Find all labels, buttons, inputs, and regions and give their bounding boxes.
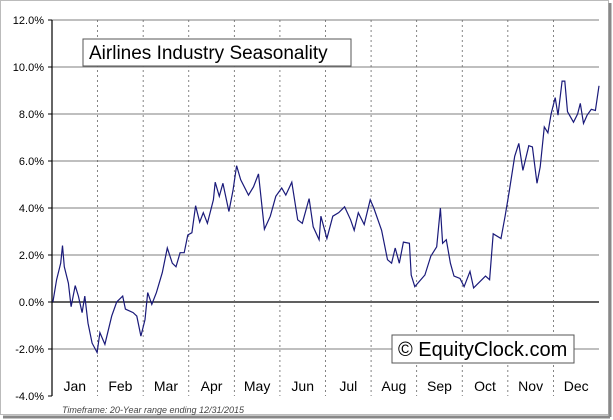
x-tick-label: Jan xyxy=(64,378,87,394)
x-tick-label: May xyxy=(244,378,270,394)
series-line-airlines xyxy=(52,80,600,355)
y-axis: -4.0% -2.0% 0.0% 2.0% 4.0% 6.0% 8.0% 10.0% 12.0% xyxy=(13,15,53,403)
x-tick-label: Jul xyxy=(339,378,357,394)
x-tick-label: Nov xyxy=(518,378,543,394)
x-tick-label: Apr xyxy=(201,378,223,394)
x-axis: Jan Feb Mar Apr May Jun Jul Aug Sep Oct Nov Dec xyxy=(64,378,589,394)
y-tick-label: 10.0% xyxy=(13,62,44,74)
chart-title: Airlines Industry Seasonality xyxy=(89,43,328,64)
y-tick-label: 6.0% xyxy=(19,156,44,168)
watermark-box: © EquityClock.com xyxy=(391,334,575,364)
gridlines xyxy=(52,19,599,396)
y-tick-label: 8.0% xyxy=(19,109,44,121)
y-tick-label: -4.0% xyxy=(15,391,44,403)
x-tick-label: Feb xyxy=(108,378,132,394)
y-tick-label: -2.0% xyxy=(15,344,44,356)
title-box: Airlines Industry Seasonality xyxy=(82,38,352,67)
y-tick-label: 4.0% xyxy=(19,203,44,215)
x-tick-label: Mar xyxy=(154,378,178,394)
x-tick-label: Dec xyxy=(564,378,589,394)
x-tick-label: Aug xyxy=(381,378,406,394)
y-tick-label: 12.0% xyxy=(13,15,44,27)
watermark-text: © EquityClock.com xyxy=(398,339,567,361)
footnote: Timeframe: 20-Year range ending 12/31/20… xyxy=(62,405,245,415)
x-tick-label: Jun xyxy=(291,378,314,394)
y-tick-label: 2.0% xyxy=(19,250,44,262)
x-tick-label: Oct xyxy=(474,378,496,394)
x-tick-label: Sep xyxy=(427,378,452,394)
y-tick-label: 0.0% xyxy=(19,297,44,309)
